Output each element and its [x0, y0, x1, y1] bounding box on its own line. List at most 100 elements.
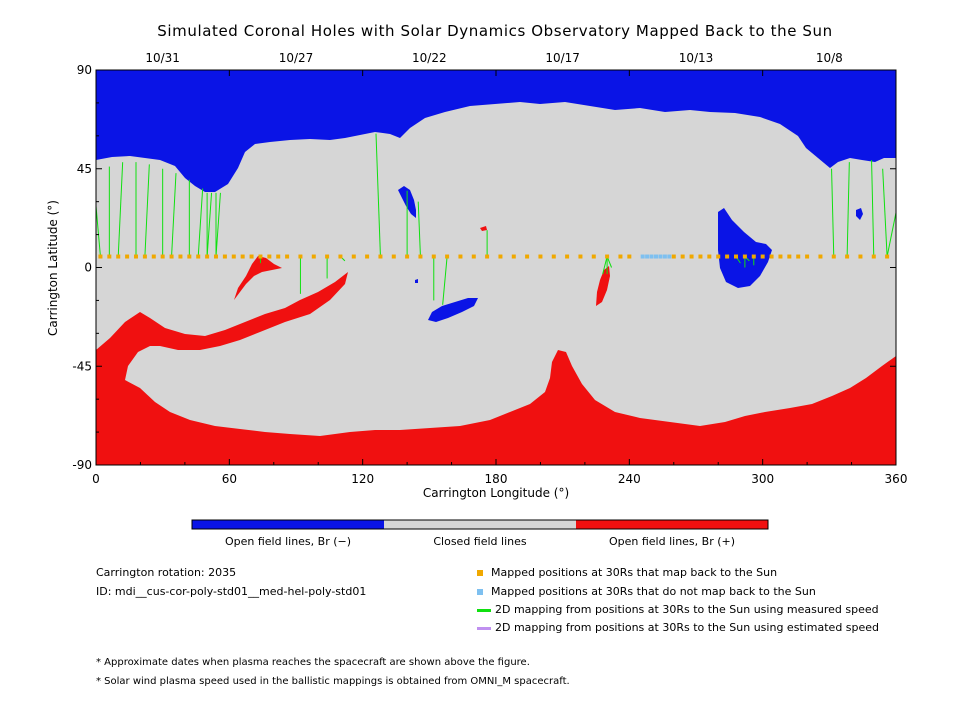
legend-label-estimated: 2D mapping from positions at 30Rs to the…	[495, 621, 880, 634]
mapped-point	[125, 254, 130, 259]
mapped-point	[565, 254, 570, 259]
x-axis-ticks: 0 60 120 180 240 300 360	[92, 70, 907, 486]
mapped-point	[725, 254, 730, 259]
y-axis-ticks: 90 45 0 -45 -90	[72, 63, 896, 472]
mapped-point	[160, 254, 165, 259]
mapped-point	[458, 254, 463, 259]
mapped-point	[871, 254, 876, 259]
mapping-line	[206, 192, 213, 257]
colorbar-segment	[192, 520, 384, 529]
mapped-point	[249, 254, 254, 259]
x-tick-label: 300	[751, 472, 774, 486]
carrington-rotation-text: Carrington rotation: 2035	[96, 566, 237, 579]
negative-coronal-hole-speck-small	[415, 279, 418, 283]
plot-area	[96, 70, 896, 465]
mapping-line	[417, 201, 421, 257]
mapped-point	[445, 254, 450, 259]
mapping-line	[602, 256, 608, 275]
mapped-point	[751, 254, 756, 259]
mapped-point	[267, 254, 272, 259]
positive-coronal-hole-east	[234, 256, 282, 300]
south-polar-coronal-hole	[96, 272, 896, 465]
top-date-label: 10/17	[545, 51, 580, 65]
unmapped-point	[658, 254, 663, 259]
mapped-point	[365, 254, 370, 259]
positive-coronal-hole-dot	[480, 226, 487, 231]
y-tick-label: 0	[84, 261, 92, 275]
mapped-point	[196, 254, 201, 259]
mapped-point	[707, 254, 712, 259]
legend-item-estimated: 2D mapping from positions at 30Rs to the…	[477, 621, 879, 634]
y-tick-label: -90	[72, 458, 92, 472]
mapped-point	[151, 254, 156, 259]
note-dates: * Approximate dates when plasma reaches …	[96, 657, 530, 668]
mapped-point	[831, 254, 836, 259]
mapped-point	[769, 254, 774, 259]
mapping-line	[375, 133, 381, 257]
mapped-point	[311, 254, 316, 259]
x-tick-label: 60	[222, 472, 237, 486]
mapped-point	[134, 254, 138, 259]
mapped-point	[187, 254, 192, 259]
mapped-point	[142, 254, 147, 259]
negative-coronal-hole-155	[428, 298, 478, 322]
note-speed: * Solar wind plasma speed used in the ba…	[96, 676, 570, 687]
north-polar-coronal-hole	[96, 70, 896, 192]
mapped-point	[796, 254, 801, 259]
mapped-point	[178, 254, 183, 259]
x-axis-label: Carrington Longitude (°)	[423, 486, 569, 500]
top-date-labels: 10/31 10/27 10/22 10/17 10/13 10/8	[145, 51, 842, 65]
y-tick-label: -45	[72, 359, 92, 373]
mapping-line	[171, 173, 177, 257]
x-tick-label: 0	[92, 472, 100, 486]
colorbar-label: Open field lines, Br (−)	[225, 535, 351, 548]
x-tick-label: 360	[885, 472, 908, 486]
mapping-line	[886, 212, 896, 257]
x-tick-label: 120	[351, 472, 374, 486]
mapped-point	[240, 254, 245, 259]
purple-line-icon	[477, 626, 491, 630]
mapped-point	[378, 254, 383, 259]
mapping-line	[831, 168, 835, 257]
mapped-point	[716, 254, 721, 259]
mapping-lines	[96, 133, 896, 305]
mapping-line	[96, 206, 101, 257]
mapping-line	[871, 159, 875, 257]
mapped-point	[107, 254, 112, 259]
mapping-line	[846, 162, 850, 257]
mapped-point	[734, 254, 738, 259]
mapped-point	[818, 254, 823, 259]
mapping-line	[442, 256, 448, 305]
positive-coronal-hole-228	[596, 266, 610, 306]
mapped-point	[605, 254, 610, 259]
run-id-text: ID: mdi__cus-cor-poly-std01__med-hel-pol…	[96, 585, 367, 598]
unmapped-points	[640, 254, 672, 259]
mapped-point	[845, 254, 850, 259]
colorbar-frame	[191, 519, 769, 530]
colorbar-segment	[576, 520, 768, 529]
mapped-point	[538, 254, 543, 259]
unmapped-point	[667, 254, 672, 259]
mapped-point	[205, 254, 210, 259]
mapped-point	[214, 254, 218, 259]
top-date-label: 10/27	[279, 51, 314, 65]
mapped-point	[578, 254, 583, 259]
green-line-icon	[477, 608, 491, 612]
mapped-point	[525, 254, 530, 259]
mapped-point	[627, 254, 632, 259]
mapped-point	[431, 254, 436, 259]
mapped-point	[671, 254, 676, 259]
top-date-label: 10/8	[816, 51, 843, 65]
legend-item-mapped: Mapped positions at 30Rs that map back t…	[477, 566, 777, 579]
mapped-point	[760, 254, 765, 259]
mapped-point	[338, 254, 343, 259]
unmapped-point	[649, 254, 654, 259]
unmapped-point	[662, 254, 667, 259]
mapped-point	[485, 254, 490, 259]
y-tick-label: 90	[77, 63, 92, 77]
unmapped-point	[645, 254, 650, 259]
mapped-point	[418, 254, 423, 259]
top-date-label: 10/13	[679, 51, 714, 65]
mapped-point	[276, 254, 281, 259]
